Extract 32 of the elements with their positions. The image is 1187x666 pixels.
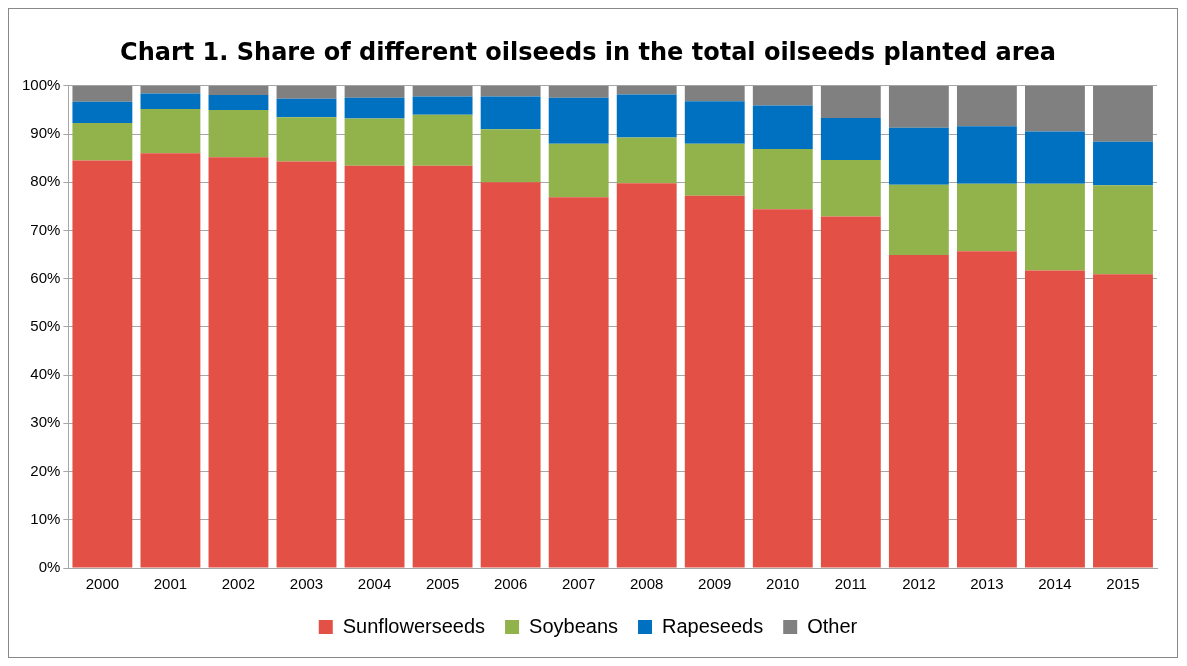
x-tick-label: 2012	[902, 575, 936, 593]
x-tick-label: 2014	[1038, 575, 1072, 593]
chart-title: Chart 1. Share of different oilseeds in the total oilseeds planted area	[120, 37, 1056, 66]
y-tick-label: 30%	[30, 413, 61, 431]
x-tick-label: 2001	[153, 575, 188, 593]
x-tick-label: 2004	[357, 575, 392, 593]
x-tick-label: 2008	[630, 575, 664, 593]
x-tick-label: 2015	[1106, 575, 1140, 593]
y-tick-label: 70%	[30, 220, 61, 238]
y-tick-label: 0%	[38, 558, 61, 576]
legend-label: Rapeseeds	[662, 614, 764, 637]
x-tick-label: 2006	[493, 575, 528, 593]
legend-label: Other	[807, 614, 858, 637]
y-tick-label: 20%	[30, 461, 61, 479]
x-tick-label: 2013	[970, 575, 1004, 593]
y-tick-label: 90%	[30, 124, 61, 142]
x-tick-label: 2007	[561, 575, 596, 593]
y-tick-label: 50%	[30, 317, 61, 335]
x-tick-label: 2003	[289, 575, 324, 593]
x-tick-label: 2000	[85, 575, 120, 593]
x-tick-label: 2010	[766, 575, 800, 593]
legend-label: Sunflowerseeds	[342, 614, 486, 637]
x-tick-label: 2005	[425, 575, 460, 593]
legend-label: Soybeans	[529, 614, 619, 637]
y-tick-label: 10%	[30, 509, 61, 527]
x-tick-label: 2011	[834, 575, 867, 593]
x-tick-label: 2002	[221, 575, 256, 593]
y-tick-label: 100%	[21, 75, 61, 93]
y-tick-label: 80%	[30, 172, 61, 190]
y-tick-label: 40%	[30, 365, 61, 383]
x-tick-label: 2009	[698, 575, 732, 593]
y-tick-label: 60%	[30, 268, 61, 286]
